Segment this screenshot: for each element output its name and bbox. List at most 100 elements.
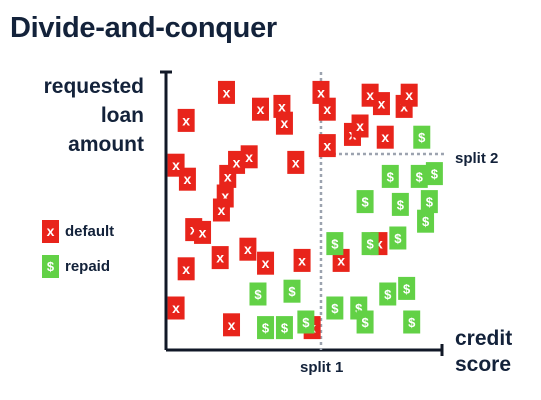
default-point: x [194,220,212,244]
default-point: x [287,150,305,174]
default-point: x [312,80,330,104]
plot-axes [160,70,444,356]
default-point: x [212,198,230,222]
svg-text:x: x [233,154,241,170]
split-1-label: split 1 [300,359,344,376]
repaid-point: $ [389,226,407,250]
x-axis-label: credit score [455,326,512,378]
svg-text:$: $ [397,197,405,212]
default-point: x [217,80,235,104]
repaid-point: $ [257,316,275,340]
repaid-point: $ [379,282,397,306]
default-point: x [361,83,379,107]
default-point: x [351,114,369,138]
repaid-point: $ [297,310,315,334]
svg-text:x: x [172,300,180,316]
svg-text:x: x [182,261,190,277]
default-point: x [177,257,195,281]
svg-text:$: $ [422,214,430,229]
y-axis-label-line: requested [43,75,144,98]
default-point: x [252,97,269,121]
repaid-point: $ [381,164,399,188]
default-point: x [293,248,311,272]
svg-text:$: $ [361,315,369,330]
svg-text:$: $ [387,169,395,184]
default-point: x [376,125,394,149]
default-point: x [223,313,241,337]
svg-text:$: $ [262,321,270,336]
default-point: x [318,134,336,158]
page-title: Divide-and-conquer [10,12,277,44]
svg-text:x: x [262,255,270,271]
svg-text:x: x [381,129,389,145]
default-point: x [167,296,185,320]
svg-text:x: x [337,252,345,268]
repaid-point: $ [356,190,374,214]
svg-text:$: $ [403,281,411,296]
legend: x default $ repaid [42,218,114,288]
split-2-label: split 2 [455,150,499,167]
svg-text:x: x [323,138,331,154]
svg-text:$: $ [302,315,310,330]
default-point: x [239,237,257,261]
x-axis-label-line: score [455,353,512,376]
svg-text:$: $ [361,195,369,210]
default-point: x [257,251,275,275]
legend-label-default: default [65,222,115,240]
y-axis-label: requested loan amount [44,72,144,159]
default-marker-icon: x [42,219,59,243]
default-point: x [400,83,418,107]
svg-text:$: $ [408,315,416,330]
svg-text:x: x [278,98,286,114]
default-point: x [275,111,293,135]
repaid-point: $ [249,282,267,306]
repaid-point: $ [391,192,409,216]
legend-item-repaid: $ repaid [42,253,114,279]
svg-text:x: x [221,188,229,204]
default-point: x [167,153,185,177]
repaid-point: $ [361,232,379,256]
svg-text:x: x [223,84,231,100]
svg-text:x: x [190,222,198,238]
svg-text:$: $ [384,287,392,302]
repaid-point: $ [413,125,431,149]
svg-text:$: $ [426,195,434,210]
svg-text:$: $ [331,301,339,316]
y-axis-label-line: loan [100,104,144,127]
x-axis-label-line: credit [455,327,513,350]
default-point: x [177,108,195,132]
repaid-point: $ [283,279,301,303]
repaid-point: $ [275,316,293,340]
svg-text:x: x [292,154,300,170]
svg-text:x: x [317,84,325,100]
repaid-point: $ [326,296,344,320]
svg-text:x: x [218,202,226,218]
svg-text:$: $ [331,237,339,252]
repaid-point: $ [326,232,344,256]
svg-text:$: $ [367,237,375,252]
repaid-point: $ [425,162,443,186]
svg-text:x: x [366,87,374,103]
default-point: x [240,145,258,169]
svg-text:$: $ [281,321,289,336]
svg-text:$: $ [254,287,262,302]
svg-text:$: $ [431,167,439,182]
svg-text:x: x [257,101,265,117]
legend-item-default: x default [42,218,114,244]
svg-text:x: x [244,241,252,257]
svg-text:x: x [216,250,224,266]
svg-text:x: x [182,112,190,128]
svg-text:x: x [281,115,289,131]
svg-text:$: $ [394,231,402,246]
default-point: x [211,246,229,270]
svg-text:x: x [298,252,306,268]
y-axis-label-line: amount [68,133,144,156]
svg-text:x: x [184,171,192,187]
svg-text:$: $ [416,169,424,184]
svg-text:$: $ [418,130,426,145]
repaid-point: $ [403,310,421,334]
svg-text:x: x [405,87,413,103]
repaid-point: $ [420,190,438,214]
svg-text:x: x [224,168,232,184]
